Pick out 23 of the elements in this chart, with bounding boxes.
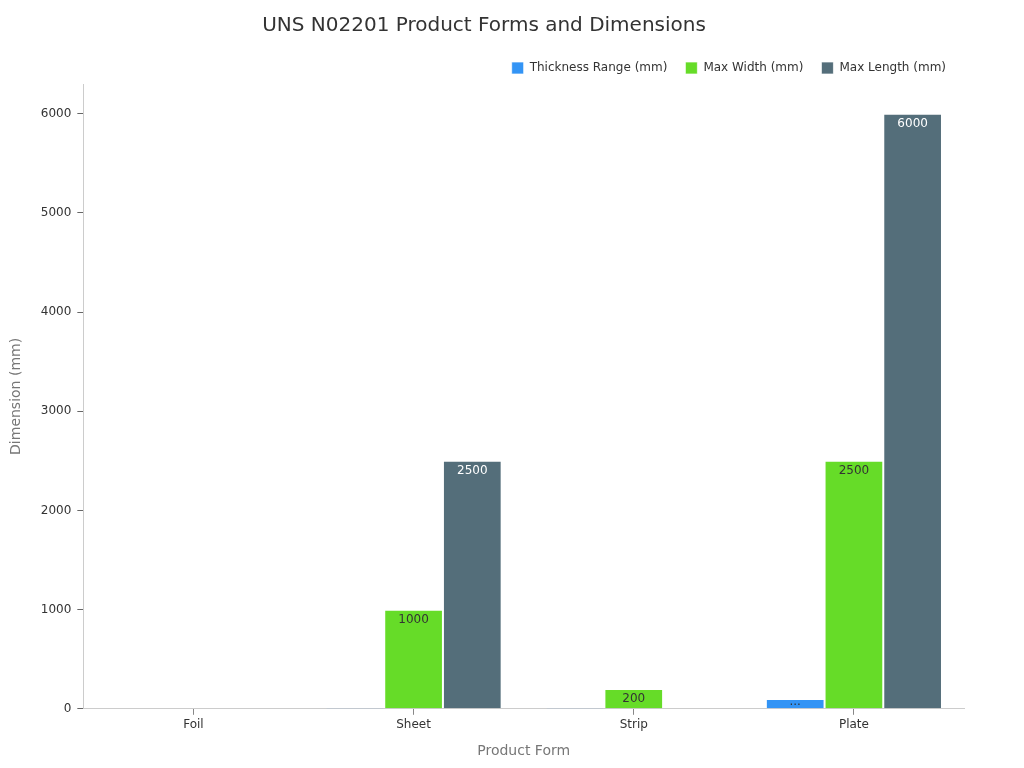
data-label: 2500 [838,462,870,477]
y-tick-label: 5000 [40,205,72,220]
data-label: ... [789,693,801,708]
x-tick-label: Sheet [396,717,432,732]
chart-title: UNS N02201 Product Forms and Dimensions [262,12,706,37]
x-axis-title: Product Form [477,742,571,759]
y-tick-label: 0 [63,700,72,715]
y-axis-title: Dimension (mm) [7,337,24,455]
x-tick-label: Foil [183,717,204,732]
y-tick-label: 4000 [40,304,72,319]
y-tick-label: 2000 [40,502,72,517]
data-label: 2500 [457,462,488,477]
data-label: 1000 [398,611,429,626]
y-tick-label: 6000 [40,105,72,120]
x-tick-label: Plate [838,717,869,732]
legend-label: Max Length (mm) [839,60,947,75]
legend-label: Thickness Range (mm) [528,60,668,75]
legend-label: Max Width (mm) [703,60,804,75]
y-tick-label: 3000 [40,403,72,418]
data-label: 200 [622,691,646,706]
x-tick-label: Strip [619,717,648,732]
y-tick-label: 1000 [40,601,72,616]
data-label: 6000 [897,115,928,130]
